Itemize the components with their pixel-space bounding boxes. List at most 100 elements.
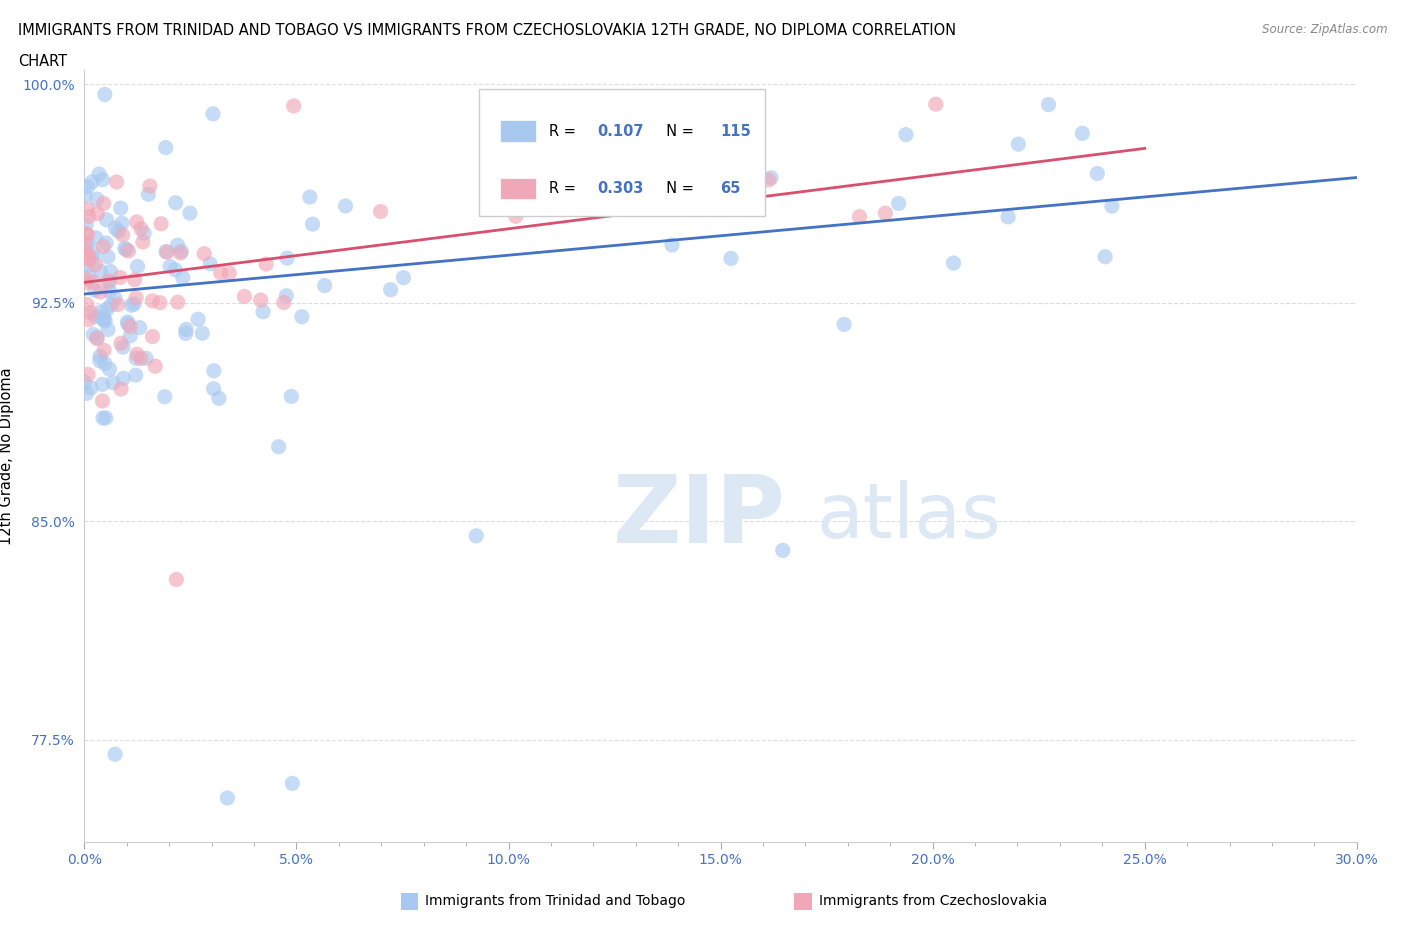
Point: [93, 343, 115, 358]
Bar: [501, 178, 536, 199]
Point: [111, 216, 134, 231]
Point: [209, 265, 232, 280]
Point: [276, 288, 298, 303]
Point: [848, 209, 870, 224]
Point: [86, 192, 108, 206]
Text: 0.107: 0.107: [598, 124, 644, 139]
Point: [91, 239, 114, 254]
Point: [758, 173, 780, 188]
Point: [104, 290, 127, 305]
Point: [110, 381, 132, 396]
Point: [89, 349, 111, 364]
Point: [93, 311, 115, 325]
Point: [166, 238, 188, 253]
Bar: [501, 120, 536, 142]
Point: [120, 298, 142, 312]
Point: [202, 106, 225, 121]
Point: [187, 312, 209, 326]
Point: [141, 293, 163, 308]
Point: [96, 212, 118, 227]
Text: ZIP: ZIP: [613, 472, 786, 564]
Point: [97, 322, 120, 337]
Text: IMMIGRANTS FROM TRINIDAD AND TOBAGO VS IMMIGRANTS FROM CZECHOSLOVAKIA 12TH GRADE: IMMIGRANTS FROM TRINIDAD AND TOBAGO VS I…: [18, 23, 956, 38]
Point: [108, 270, 131, 285]
Point: [77, 269, 100, 284]
Point: [84, 231, 107, 246]
Point: [125, 290, 148, 305]
Point: [149, 295, 172, 310]
Point: [129, 221, 152, 236]
Point: [91, 393, 114, 408]
Point: [86, 330, 108, 345]
Point: [73, 235, 96, 250]
Point: [291, 310, 314, 325]
Text: Immigrants from Czechoslovakia: Immigrants from Czechoslovakia: [820, 894, 1047, 909]
Point: [117, 314, 139, 329]
Point: [150, 217, 173, 232]
Point: [380, 283, 402, 298]
Point: [75, 218, 97, 232]
Point: [120, 319, 142, 334]
Point: [100, 264, 122, 279]
Point: [76, 297, 98, 312]
Point: [97, 273, 120, 288]
Point: [193, 246, 215, 261]
Point: [191, 326, 214, 340]
Point: [117, 244, 139, 259]
Point: [925, 97, 948, 112]
Point: [125, 347, 148, 362]
Point: [165, 195, 187, 210]
Point: [107, 297, 129, 312]
Point: [273, 295, 295, 310]
Point: [75, 243, 97, 258]
Point: [202, 381, 225, 396]
Text: 0.303: 0.303: [598, 181, 644, 196]
Point: [84, 258, 107, 272]
Point: [314, 278, 336, 293]
Point: [91, 312, 114, 327]
Point: [111, 339, 134, 354]
Text: CHART: CHART: [18, 54, 67, 69]
Point: [89, 166, 111, 181]
Point: [276, 251, 298, 266]
Point: [166, 295, 188, 310]
Point: [208, 391, 231, 405]
Point: [720, 251, 742, 266]
Point: [143, 359, 166, 374]
Point: [110, 201, 132, 216]
Point: [165, 262, 187, 277]
Point: [727, 113, 749, 127]
Point: [759, 170, 782, 185]
Point: [104, 747, 127, 762]
Point: [125, 351, 148, 365]
Point: [254, 257, 277, 272]
Point: [80, 380, 103, 395]
Point: [1094, 249, 1116, 264]
Point: [82, 327, 104, 342]
Point: [75, 250, 97, 265]
Point: [129, 352, 152, 366]
FancyBboxPatch shape: [479, 89, 765, 217]
Point: [1071, 126, 1094, 140]
Point: [124, 272, 146, 287]
Point: [174, 322, 197, 337]
Point: [76, 235, 98, 250]
Point: [141, 329, 163, 344]
Point: [155, 245, 177, 259]
Point: [98, 284, 121, 299]
Point: [122, 297, 145, 312]
Point: [267, 439, 290, 454]
Point: [125, 367, 148, 382]
Point: [198, 257, 221, 272]
Point: [832, 317, 855, 332]
Point: [110, 336, 132, 351]
Point: [301, 217, 323, 232]
Point: [112, 371, 135, 386]
Text: Immigrants from Trinidad and Tobago: Immigrants from Trinidad and Tobago: [426, 894, 686, 909]
Point: [174, 326, 197, 341]
Point: [76, 227, 98, 242]
Point: [111, 228, 134, 243]
Point: [100, 298, 122, 312]
Point: [139, 179, 162, 193]
Point: [75, 188, 97, 203]
